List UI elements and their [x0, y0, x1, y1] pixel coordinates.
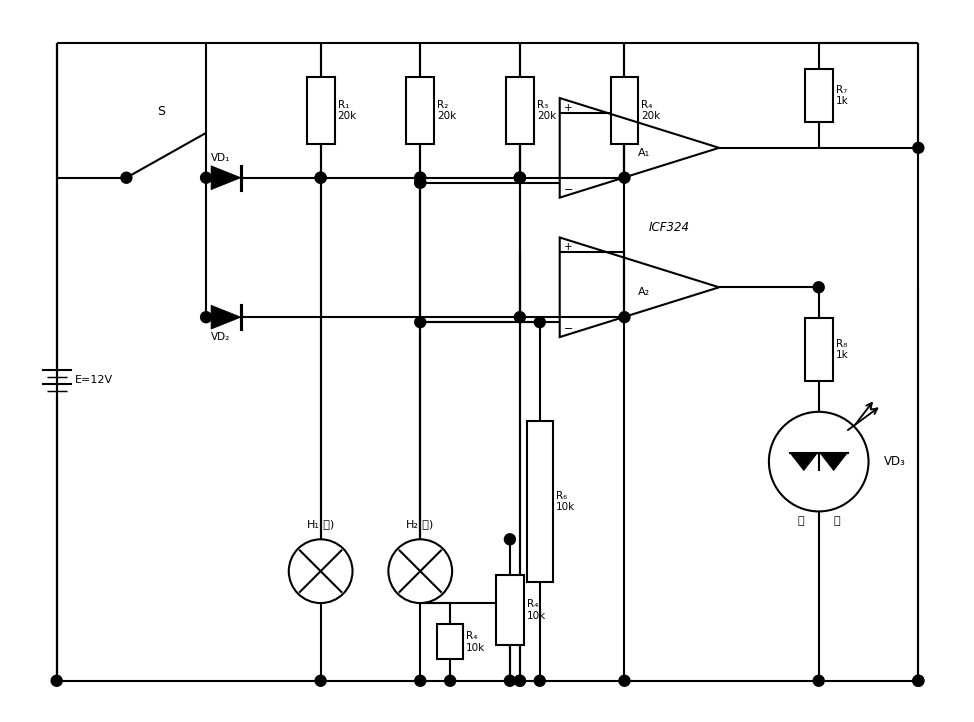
Circle shape — [52, 675, 62, 686]
Circle shape — [514, 675, 525, 686]
Bar — [307, 77, 335, 144]
Text: R₁
20k: R₁ 20k — [338, 100, 356, 121]
Circle shape — [514, 173, 525, 183]
Text: −: − — [564, 185, 573, 195]
Circle shape — [514, 675, 525, 686]
Circle shape — [813, 675, 824, 686]
Text: 红: 红 — [798, 516, 805, 526]
Bar — [506, 77, 534, 144]
Polygon shape — [820, 453, 847, 471]
Text: VD₃: VD₃ — [883, 455, 906, 468]
Text: R₄
10k: R₄ 10k — [467, 631, 485, 653]
Circle shape — [505, 534, 515, 545]
Text: −: − — [564, 324, 573, 334]
Bar — [437, 625, 463, 659]
Circle shape — [813, 282, 824, 292]
Text: S: S — [157, 105, 166, 118]
Bar — [805, 69, 833, 122]
Text: R₈
1k: R₈ 1k — [836, 339, 848, 360]
Polygon shape — [211, 305, 241, 329]
Circle shape — [121, 173, 131, 183]
Bar — [406, 77, 434, 144]
Circle shape — [415, 675, 426, 686]
Text: +: + — [564, 103, 573, 113]
Circle shape — [514, 312, 525, 323]
Circle shape — [316, 173, 326, 183]
Circle shape — [316, 675, 326, 686]
Text: VD₁: VD₁ — [211, 153, 231, 162]
Text: R₆
10k: R₆ 10k — [556, 491, 575, 512]
Text: R₄
10k: R₄ 10k — [527, 599, 546, 621]
Circle shape — [505, 675, 515, 686]
Bar — [496, 575, 524, 645]
Circle shape — [201, 173, 211, 183]
Polygon shape — [211, 166, 241, 190]
Text: R₇
1k: R₇ 1k — [836, 84, 848, 106]
Text: R₄
20k: R₄ 20k — [642, 100, 660, 121]
Circle shape — [619, 312, 630, 323]
Text: R₃
20k: R₃ 20k — [537, 100, 556, 121]
Circle shape — [535, 675, 545, 686]
Circle shape — [415, 177, 426, 188]
Circle shape — [445, 675, 456, 686]
Circle shape — [535, 317, 545, 328]
Text: E=12V: E=12V — [75, 375, 113, 385]
Circle shape — [913, 675, 923, 686]
Circle shape — [415, 317, 426, 328]
Bar — [805, 318, 833, 380]
Text: ICF324: ICF324 — [649, 221, 690, 234]
Text: H₂(右): H₂(右) — [406, 519, 434, 529]
Circle shape — [415, 173, 426, 183]
Circle shape — [201, 312, 211, 323]
Circle shape — [316, 173, 326, 183]
Circle shape — [913, 675, 923, 686]
Text: R₂
20k: R₂ 20k — [437, 100, 457, 121]
Bar — [527, 421, 553, 582]
Text: H₁(左): H₁(左) — [307, 519, 335, 529]
Circle shape — [619, 173, 630, 183]
Bar — [611, 77, 638, 144]
Circle shape — [514, 173, 525, 183]
Circle shape — [619, 675, 630, 686]
Text: A₁: A₁ — [638, 148, 651, 158]
Circle shape — [415, 177, 426, 188]
Polygon shape — [790, 453, 818, 471]
Text: 绿: 绿 — [834, 516, 840, 526]
Text: A₂: A₂ — [638, 287, 651, 297]
Circle shape — [913, 142, 923, 153]
Text: VD₂: VD₂ — [211, 332, 230, 342]
Text: +: + — [564, 243, 573, 253]
Circle shape — [415, 173, 426, 183]
Circle shape — [514, 173, 525, 183]
